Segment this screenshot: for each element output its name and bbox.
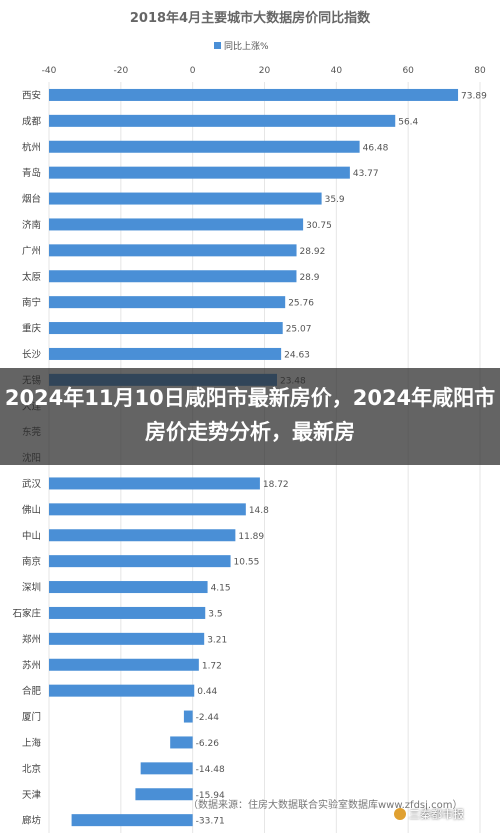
legend-label: 同比上涨% [224,40,269,52]
bar [71,814,193,827]
bar [49,192,322,205]
x-tick-label: 40 [331,66,343,76]
category-label: 重庆 [22,323,42,335]
data-label: 11.89 [238,532,264,542]
x-tick-label: 0 [190,66,196,76]
data-label: 24.63 [284,350,310,360]
bar [135,788,193,801]
bar [49,296,286,309]
category-label: 烟台 [22,193,41,205]
category-label: 郑州 [22,633,41,645]
bar [49,270,297,283]
data-label: 56.4 [398,117,418,127]
category-label: 合肥 [22,685,42,697]
data-label: 46.48 [363,143,389,153]
legend-swatch [214,42,221,49]
category-label: 南宁 [22,297,41,309]
category-label: 佛山 [22,504,41,516]
data-label: 14.8 [249,506,269,516]
data-label: 43.77 [353,169,379,179]
bar [49,88,459,101]
x-tick-label: -20 [113,66,128,76]
category-label: 武汉 [22,478,42,490]
data-label: 10.55 [234,558,260,568]
bar [49,477,260,490]
data-label: 3.21 [207,635,227,645]
category-label: 廊坊 [22,815,42,827]
category-label: 广州 [22,245,41,257]
watermark-text: 三秦都市报 [409,808,464,821]
bar [49,555,231,568]
bar [49,658,199,671]
category-label: 太原 [22,271,41,283]
bar [49,632,205,645]
data-label: 18.72 [263,480,289,490]
bar [170,736,193,749]
category-label: 杭州 [22,141,41,153]
data-label: 30.75 [306,221,332,231]
data-label: -2.44 [196,713,220,723]
bar [49,244,297,257]
category-label: 上海 [22,737,42,749]
data-label: 25.07 [286,325,312,335]
data-label: 28.9 [299,273,319,283]
category-label: 苏州 [22,659,41,671]
category-label: 长沙 [22,348,42,360]
headline-banner [0,368,500,465]
data-label: 25.76 [288,299,314,309]
category-label: 石家庄 [12,607,41,619]
category-label: 青岛 [22,167,41,179]
bar [49,218,304,231]
x-tick-label: 80 [474,66,486,76]
category-label: 厦门 [22,711,41,723]
bar [49,322,283,335]
category-label: 深圳 [22,583,41,594]
data-label: 35.9 [325,195,345,205]
category-label: 北京 [22,763,41,775]
watermark: 三秦都市报 [394,806,464,822]
data-label: -33.71 [196,817,225,827]
category-label: 济南 [22,219,41,231]
data-label: -6.26 [196,739,220,749]
watermark-logo-icon [394,808,406,820]
category-label: 南京 [22,556,41,568]
data-label: 73.89 [461,91,487,101]
data-label: -14.48 [196,765,225,775]
category-label: 天津 [22,790,42,801]
bar [49,606,206,619]
bar [49,166,350,179]
x-tick-label: 20 [259,66,271,76]
category-label: 中山 [22,530,41,542]
bar [49,114,396,127]
headline-text[interactable]: 2024年11月10日咸阳市最新房价，2024年咸阳市房价走势分析，最新房 [4,386,496,444]
category-label: 西安 [22,89,41,101]
bar [183,710,193,723]
data-label: 3.5 [208,609,222,619]
data-label: 28.92 [300,247,326,257]
bar [49,503,246,516]
x-tick-label: 60 [402,66,414,76]
bar [49,529,236,542]
data-label: -15.94 [196,791,225,801]
bar [49,581,208,594]
bar [49,140,360,153]
data-label: 1.72 [202,661,222,671]
data-label: 4.15 [211,584,231,594]
source-note: （数据来源：住房大数据联合实验室数据库www.zfdsj.com） [188,800,463,811]
category-label: 成都 [22,115,42,127]
bar [140,762,193,775]
bar [49,347,282,360]
bar [49,684,195,697]
chart-title: 2018年4月主要城市大数据房价同比指数 [130,10,371,26]
x-tick-label: -40 [42,66,57,76]
data-label: 0.44 [197,687,217,697]
